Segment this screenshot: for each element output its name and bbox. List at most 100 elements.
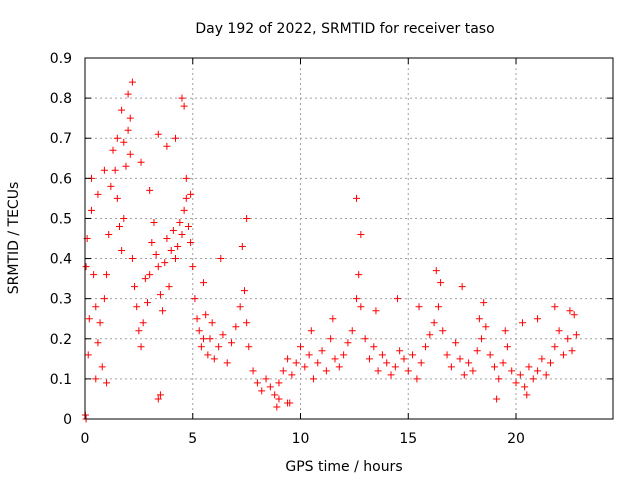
- data-point: [355, 271, 363, 279]
- data-point: [150, 218, 158, 226]
- data-point: [372, 307, 380, 315]
- y-tick-label: 0.2: [50, 332, 72, 348]
- data-point: [159, 307, 167, 315]
- data-point: [126, 114, 134, 122]
- data-point: [478, 335, 486, 343]
- x-tick-label: 10: [292, 431, 310, 447]
- data-point: [503, 343, 511, 351]
- data-point: [422, 343, 430, 351]
- data-point: [288, 371, 296, 379]
- data-point: [521, 383, 529, 391]
- data-point: [120, 214, 128, 222]
- data-point: [85, 315, 93, 323]
- data-point: [469, 367, 477, 375]
- data-point: [555, 327, 563, 335]
- data-point: [353, 295, 361, 303]
- data-point: [275, 379, 283, 387]
- data-point: [103, 271, 111, 279]
- data-point: [105, 230, 113, 238]
- data-point: [152, 251, 160, 259]
- axis-ticks: 0 0.1 0.2 0.3 0.4 0.5 0.6 0.7 0.8 0.9 0 5 10 15 20: [50, 51, 613, 447]
- data-point: [297, 343, 305, 351]
- data-point: [200, 335, 208, 343]
- data-point: [217, 255, 225, 263]
- data-point: [318, 347, 326, 355]
- data-points: [81, 78, 580, 423]
- data-point: [307, 327, 315, 335]
- data-point: [200, 279, 208, 287]
- chart-title: Day 192 of 2022, SRMTID for receiver tas…: [195, 21, 494, 37]
- data-point: [169, 226, 177, 234]
- data-point: [430, 319, 438, 327]
- data-point: [486, 351, 494, 359]
- y-tick-label: 0.5: [50, 211, 72, 227]
- data-point: [98, 363, 106, 371]
- data-point: [512, 379, 520, 387]
- y-tick-label: 0.8: [50, 91, 72, 107]
- data-point: [482, 323, 490, 331]
- data-point: [490, 363, 498, 371]
- data-point: [439, 327, 447, 335]
- data-point: [508, 367, 516, 375]
- data-point: [243, 214, 251, 222]
- data-point: [154, 395, 162, 403]
- data-point: [113, 134, 121, 142]
- data-point: [564, 335, 572, 343]
- x-tick-label: 0: [81, 431, 90, 447]
- data-point: [525, 363, 533, 371]
- data-point: [415, 303, 423, 311]
- y-tick-label: 0.6: [50, 171, 72, 187]
- data-point: [570, 311, 578, 319]
- data-point: [523, 391, 531, 399]
- data-point: [374, 367, 382, 375]
- data-point: [223, 359, 231, 367]
- data-point: [396, 347, 404, 355]
- data-point: [284, 355, 292, 363]
- data-point: [335, 363, 343, 371]
- data-point: [286, 399, 294, 407]
- data-point: [87, 206, 95, 214]
- data-point: [547, 359, 555, 367]
- plot-frame: [84, 57, 614, 420]
- data-point: [100, 295, 108, 303]
- data-point: [122, 162, 130, 170]
- x-axis-title: GPS time / hours: [285, 459, 402, 475]
- data-point: [128, 78, 136, 86]
- data-point: [495, 375, 503, 383]
- data-point: [413, 375, 421, 383]
- data-point: [534, 315, 542, 323]
- data-point: [266, 383, 274, 391]
- data-point: [458, 283, 466, 291]
- data-point: [538, 355, 546, 363]
- data-point: [165, 283, 173, 291]
- data-point: [236, 303, 244, 311]
- data-point: [361, 335, 369, 343]
- data-point: [156, 291, 164, 299]
- data-point: [124, 126, 132, 134]
- data-point: [275, 395, 283, 403]
- data-point: [184, 222, 192, 230]
- data-point: [146, 271, 154, 279]
- data-point: [113, 194, 121, 202]
- data-point: [331, 355, 339, 363]
- data-point: [447, 363, 455, 371]
- y-tick-label: 0: [63, 412, 72, 428]
- data-point: [301, 363, 309, 371]
- data-point: [245, 343, 253, 351]
- data-point: [128, 255, 136, 263]
- data-point: [167, 247, 175, 255]
- data-point: [172, 255, 180, 263]
- data-point: [475, 315, 483, 323]
- data-point: [279, 367, 287, 375]
- data-point: [460, 371, 468, 379]
- data-point: [182, 194, 190, 202]
- data-point: [96, 319, 104, 327]
- y-tick-label: 0.4: [50, 252, 72, 268]
- data-point: [417, 359, 425, 367]
- data-point: [473, 347, 481, 355]
- data-point: [146, 186, 154, 194]
- data-point: [107, 182, 115, 190]
- data-point: [228, 339, 236, 347]
- data-point: [82, 263, 90, 271]
- data-point: [197, 343, 205, 351]
